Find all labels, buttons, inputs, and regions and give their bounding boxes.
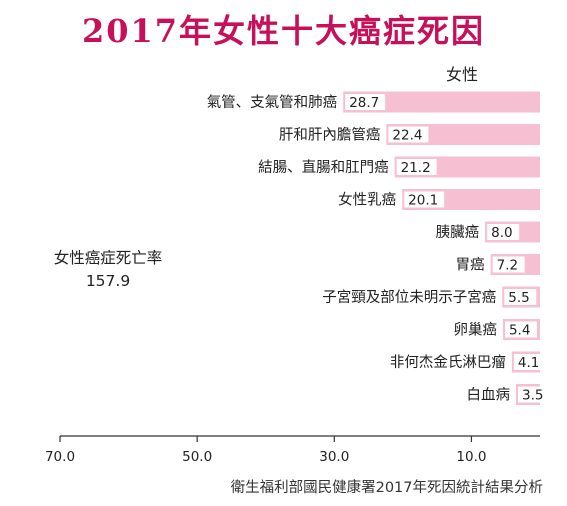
category-label: 胰臟癌	[436, 224, 480, 241]
bar-value-label: 21.2	[401, 160, 431, 176]
total-value: 157.9	[86, 272, 130, 290]
bar-value-label: 4.1	[518, 355, 539, 371]
bar-value-label-bg	[388, 126, 429, 143]
category-label: 女性乳癌	[338, 191, 396, 209]
total-label: 女性癌症死亡率	[54, 248, 163, 267]
category-label: 白血病	[467, 387, 511, 404]
x-tick-label: 30.0	[319, 449, 349, 465]
x-tick-label: 70.0	[45, 449, 75, 465]
bar-value-label-bg	[404, 191, 445, 208]
legend-series-name: 女性	[446, 65, 478, 84]
bar-value-label: 3.5	[522, 388, 543, 404]
category-label: 肝和肝內膽管癌	[279, 127, 381, 144]
bar-value-label: 5.4	[509, 323, 530, 339]
category-label: 氣管、支氣管和肺癌	[207, 94, 338, 111]
category-label: 非何杰金氏淋巴瘤	[390, 354, 506, 371]
x-tick-label: 10.0	[456, 449, 486, 465]
bar-value-label: 20.1	[408, 193, 438, 209]
bar-value-label-bg	[504, 321, 537, 338]
category-label: 胃癌	[456, 257, 485, 274]
bar	[343, 91, 540, 113]
bar-value-label-bg	[504, 289, 537, 305]
bar-value-label-bg	[345, 94, 386, 110]
bar-value-label-bg	[492, 256, 525, 273]
bar-value-label-bg	[396, 159, 437, 175]
category-label: 結腸、直腸和肛門癌	[258, 159, 389, 176]
bar-value-label: 22.4	[392, 128, 422, 144]
category-label: 子宮頸及部位未明示子宮癌	[322, 289, 496, 306]
bar-value-label: 28.7	[349, 95, 379, 111]
bar-value-label-bg	[518, 386, 550, 403]
source-note: 衛生福利部國民健康署2017年死因統計結果分析	[230, 480, 543, 496]
category-label: 卵巢癌	[453, 322, 497, 339]
bar-value-label-bg	[513, 354, 546, 370]
bar-value-label-bg	[487, 224, 520, 240]
chart-title: 2017年女性十大癌症死因	[81, 12, 486, 50]
x-tick-label: 50.0	[182, 449, 212, 465]
bar-value-label: 5.5	[508, 290, 529, 306]
bar-value-label: 8.0	[491, 225, 512, 241]
bar-value-label: 7.2	[497, 258, 518, 274]
